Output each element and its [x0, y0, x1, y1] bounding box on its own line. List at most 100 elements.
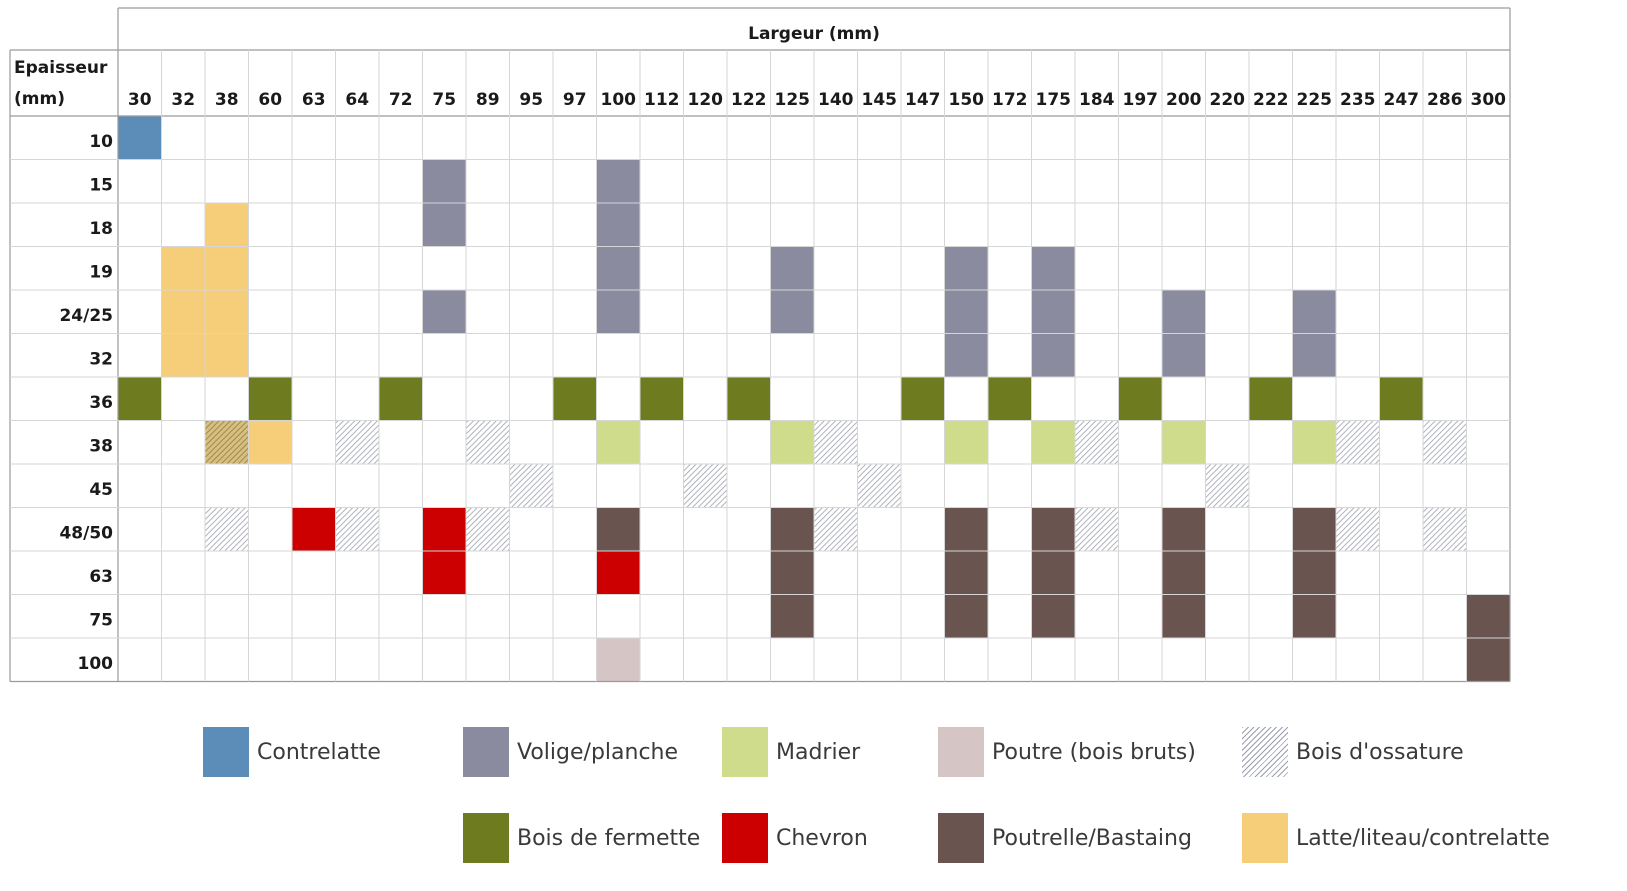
cell-f-36x97: [553, 377, 597, 421]
row-label: 10: [89, 132, 113, 152]
row-label: 15: [89, 176, 113, 196]
cell-pb-75x125: [770, 594, 814, 638]
cell-o-48-50x286: [1423, 507, 1467, 551]
column-label: 300: [1471, 90, 1507, 110]
cell-pb-75x225: [1292, 594, 1336, 638]
column-label: 150: [949, 90, 985, 110]
column-label: 75: [432, 90, 456, 110]
column-label: 225: [1297, 90, 1333, 110]
cell-pb-63x175: [1031, 551, 1075, 595]
cell-pb-75x150: [944, 594, 988, 638]
cell-o-38x286: [1423, 420, 1467, 464]
cell-pb-48-50x175: [1031, 507, 1075, 551]
column-label: 220: [1210, 90, 1246, 110]
cell-f-36x247: [1379, 377, 1423, 421]
cell-f-36x197: [1118, 377, 1162, 421]
column-label: 286: [1427, 90, 1463, 110]
row-header-title: Epaisseur: [14, 58, 108, 78]
column-label: 125: [775, 90, 811, 110]
column-label: 122: [731, 90, 767, 110]
column-label: 200: [1166, 90, 1202, 110]
cell-f-36x72: [379, 377, 423, 421]
cell-pb-48-50x225: [1292, 507, 1336, 551]
row-label: 63: [89, 567, 113, 587]
row-label: 48/50: [59, 524, 113, 544]
cell-m-38x200: [1162, 420, 1206, 464]
cell-o-48-50x38: [205, 507, 249, 551]
cell-o-45x120: [683, 464, 727, 508]
cell-pb-48-50x100: [596, 507, 640, 551]
column-label: 38: [215, 90, 239, 110]
column-label: 30: [128, 90, 152, 110]
cell-o-45x145: [857, 464, 901, 508]
cell-f-36x60: [248, 377, 292, 421]
cell-f-36x30: [118, 377, 162, 421]
cell-v-32x175: [1031, 333, 1075, 377]
column-label: 64: [345, 90, 369, 110]
row-header-unit: (mm): [14, 89, 65, 109]
column-label: 147: [905, 90, 941, 110]
cell-pb-63x225: [1292, 551, 1336, 595]
cell-v-24-25x150: [944, 290, 988, 334]
cell-v-32x150: [944, 333, 988, 377]
column-label: 63: [302, 90, 326, 110]
labels: Largeur (mm) Epaisseur (mm) 30 32 38 60 63 64 72 7…: [14, 24, 1506, 674]
cell-pb-48-50x150: [944, 507, 988, 551]
cell-m-38x225: [1292, 420, 1336, 464]
cell-o-45x220: [1205, 464, 1249, 508]
cell-o-48-50x235: [1336, 507, 1380, 551]
cell-v-18x100: [596, 203, 640, 247]
row-label: 38: [89, 437, 113, 457]
cell-ch-48-50x63: [292, 507, 336, 551]
row-label: 36: [89, 393, 113, 413]
cell-pb-48-50x200: [1162, 507, 1206, 551]
cell-m-38x175: [1031, 420, 1075, 464]
row-label: 75: [89, 611, 113, 631]
column-label: 184: [1079, 90, 1115, 110]
cell-pb-63x200: [1162, 551, 1206, 595]
column-label: 197: [1123, 90, 1159, 110]
cell-pb-63x125: [770, 551, 814, 595]
column-label: 72: [389, 90, 413, 110]
cell-o-48-50x64: [335, 507, 379, 551]
column-label: 145: [862, 90, 898, 110]
cell-ch-63x100: [596, 551, 640, 595]
cell-l-19x32: [161, 246, 205, 290]
cell-pb-100x300: [1466, 638, 1510, 682]
filled-cells: [118, 116, 1510, 682]
cell-o-38x235: [1336, 420, 1380, 464]
cell-l-32x32: [161, 333, 205, 377]
cell-v-24-25x100: [596, 290, 640, 334]
cell-lo-38x38: [205, 420, 249, 464]
cell-f-36x172: [988, 377, 1032, 421]
row-label: 100: [78, 654, 114, 674]
column-label: 175: [1036, 90, 1072, 110]
row-label: 45: [89, 480, 113, 500]
cell-l-18x38: [205, 203, 249, 247]
cell-ch-48-50x75: [422, 507, 466, 551]
cell-pb-75x200: [1162, 594, 1206, 638]
cell-l-19x38: [205, 246, 249, 290]
cell-pb-75x300: [1466, 594, 1510, 638]
cell-v-32x225: [1292, 333, 1336, 377]
row-label: 18: [89, 219, 113, 239]
cell-pb-75x175: [1031, 594, 1075, 638]
cell-v-24-25x200: [1162, 290, 1206, 334]
cell-v-32x200: [1162, 333, 1206, 377]
cell-m-38x150: [944, 420, 988, 464]
row-label: 32: [89, 350, 113, 370]
cell-v-19x125: [770, 246, 814, 290]
cell-l-24-25x38: [205, 290, 249, 334]
cell-v-24-25x175: [1031, 290, 1075, 334]
cell-c-10x30: [118, 116, 162, 160]
cell-o-48-50x184: [1075, 507, 1119, 551]
cell-o-48-50x140: [814, 507, 858, 551]
cell-v-24-25x225: [1292, 290, 1336, 334]
column-label: 100: [601, 90, 637, 110]
cell-p-100x100: [596, 638, 640, 682]
column-label: 247: [1384, 90, 1420, 110]
cell-ch-63x75: [422, 551, 466, 595]
column-label: 172: [992, 90, 1028, 110]
column-label: 235: [1340, 90, 1376, 110]
